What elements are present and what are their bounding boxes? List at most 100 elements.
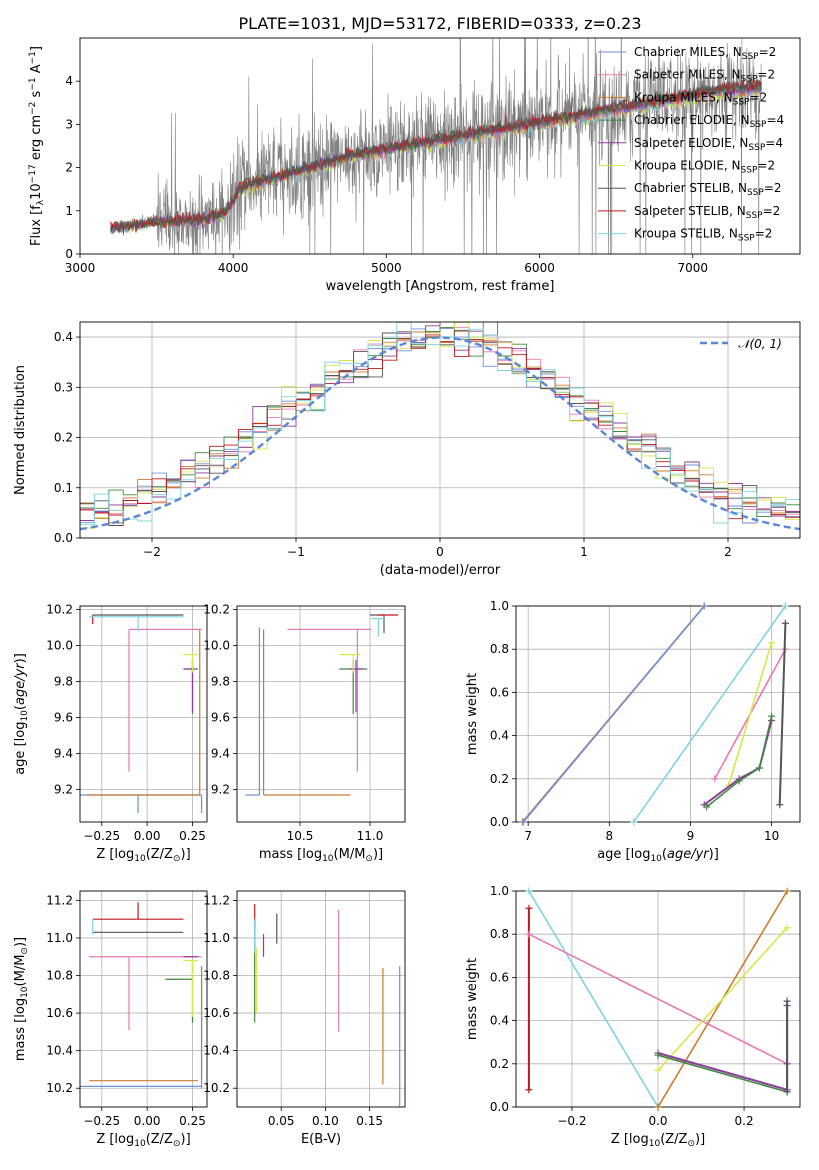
age_vs_Z-ytick-label: 10.2 [46, 603, 73, 617]
weight_vs_age-series-marker [700, 602, 708, 610]
spectrum-frame [79, 37, 801, 255]
weight_vs_age-series-line [522, 605, 705, 823]
weight_vs_Z-series-line [528, 890, 659, 1108]
mass_vs_Z-ylabel: mass [log10(M/M⊙)] [13, 937, 30, 1061]
mass_vs_ebv-ytick-label: 10.8 [203, 969, 230, 983]
spectrum-axes: 3000 4000 5000 6000 7000 0 1 2 3 4 wavelength [Ang… [28, 37, 801, 294]
spectrum-ylabel: Flux [fλ10−17 erg cm−2 s−1 A−1] [28, 46, 46, 246]
mass_vs_ebv-ytick-label: 10.6 [203, 1006, 230, 1020]
spectrum-xtick-label: 7000 [677, 261, 708, 275]
weight_vs_Z-series-marker [525, 887, 533, 895]
gaussian-line [80, 336, 800, 531]
residuals-axes: −2 −1 0 1 2 0.0 0.1 0.2 0.3 0.4 (data-model)/error… [13, 321, 801, 578]
weight_vs_Z-ytick-label: 0.2 [490, 1057, 509, 1071]
weight_vs_age-xtick-label: 7 [524, 829, 532, 843]
weight_vs_age-ylabel: mass weight [465, 673, 480, 755]
weight_vs_Z-ytick-label: 0.0 [490, 1100, 509, 1114]
weight_vs_age-series-line [706, 716, 773, 808]
weight_vs_age-xtick-label: 10 [764, 829, 779, 843]
age_vs_mass-xtick-label: 11.0 [357, 829, 384, 843]
weight_vs_age-series-marker [735, 777, 743, 785]
mass_vs_ebv-xtick-label: 0.05 [268, 1114, 295, 1128]
age_vs_Z-ylabel: age [log10(age/yr)] [13, 653, 30, 775]
gaussian-legend-label: 𝒩(0, 1) [738, 337, 782, 351]
mass_vs_ebv-ytick-label: 11.0 [203, 931, 230, 945]
legend-label: Chabrier STELIB, NSSP=2 [634, 181, 782, 198]
weight_vs_age-series-line [633, 605, 787, 823]
age_vs_Z-ytick-label: 9.4 [54, 747, 73, 761]
weight_vs_Z-series-marker [654, 1051, 662, 1059]
weight_vs_age-axes: 7 8 9 10 0.0 0.2 0.4 0.6 0.8 1.0 age [log10(age/yr… [465, 599, 801, 864]
age_vs_mass-xtick-label: 10.5 [287, 829, 314, 843]
spectrum-ytick-label: 4 [65, 74, 73, 88]
weight_vs_Z-series-line [657, 1054, 788, 1093]
age_vs_Z-ytick-label: 9.8 [54, 675, 73, 689]
residuals-xtick-label: −1 [287, 545, 305, 559]
residuals-xtick-label: −2 [143, 545, 161, 559]
weight_vs_age-series-marker [630, 818, 638, 826]
legend-label: Salpeter ELODIE, NSSP=4 [634, 136, 783, 153]
mass_vs_ebv-ytick-label: 11.2 [203, 893, 230, 907]
mass_vs_Z-ytick-label: 11.2 [46, 893, 73, 907]
age_vs_Z-ytick-label: 10.0 [46, 639, 73, 653]
age_vs_Z-axes: −0.25 0.00 0.25 9.2 9.4 9.6 9.8 10.0 10.2 Z [log1… [13, 603, 208, 864]
weight_vs_Z-xtick-label: −0.2 [557, 1114, 586, 1128]
mass_vs_Z-ytick-label: 10.6 [46, 1006, 73, 1020]
residuals-ytick-label: 0.3 [54, 380, 73, 394]
spectrum-xtick-label: 3000 [65, 261, 96, 275]
weight_vs_age-ytick-label: 1.0 [490, 599, 509, 613]
histogram-line [80, 322, 800, 526]
weight_vs_age-frame [515, 605, 801, 823]
age_vs_Z-frame [79, 605, 208, 823]
spectrum-ytick-label: 2 [65, 161, 73, 175]
weight_vs_Z-xlabel: Z [log10(Z/Z⊙)] [611, 1132, 705, 1149]
mass_vs_ebv-frame [236, 890, 406, 1108]
weight_vs_Z-ytick-label: 0.8 [490, 927, 509, 941]
weight_vs_age-xtick-label: 8 [605, 829, 613, 843]
age_vs_Z-xlabel: Z [log10(Z/Z⊙)] [96, 847, 190, 864]
legend-label: Kroupa ELODIE, NSSP=2 [634, 159, 775, 176]
spectrum-ytick-label: 1 [65, 204, 73, 218]
weight_vs_Z-series-marker [525, 1086, 533, 1094]
mass_vs_ebv-axes: 0.05 0.10 0.15 10.2 10.4 10.6 10.8 11.0 11.2 E(B-… [203, 890, 406, 1147]
spectrum-xlabel: wavelength [Angstrom, rest frame] [326, 279, 555, 294]
residuals-ytick-label: 0.4 [54, 330, 73, 344]
weight_vs_age-ytick-label: 0.0 [490, 815, 509, 829]
residuals-xtick-label: 1 [580, 545, 588, 559]
legend-label: Salpeter STELIB, NSSP=2 [634, 204, 780, 221]
weight_vs_age-ytick-label: 0.2 [490, 772, 509, 786]
weight_vs_age-series-marker [703, 803, 711, 811]
weight_vs_Z-xtick-label: 0.2 [735, 1114, 754, 1128]
spectrum-plot [110, 38, 762, 254]
weight_vs_age-series-marker [519, 818, 527, 826]
legend-label: Chabrier MILES, NSSP=2 [634, 45, 776, 62]
residuals-ytick-label: 0.0 [54, 531, 73, 545]
weight_vs_age-ytick-label: 0.8 [490, 642, 509, 656]
age_vs_mass-ytick-label: 9.8 [211, 675, 230, 689]
weight_vs_Z-series-marker [654, 1103, 662, 1111]
spectrum-model-line [110, 78, 762, 234]
weight_vs_Z-axes: −0.2 0.0 0.2 0.0 0.2 0.4 0.6 0.8 1.0 Z [log10(Z/Z… [465, 884, 801, 1149]
spectrum-xtick-label: 4000 [218, 261, 249, 275]
weight_vs_Z-series-marker [783, 997, 791, 1005]
weight_vs_age-ytick-label: 0.4 [490, 729, 509, 743]
mass_vs_Z-ytick-label: 10.8 [46, 969, 73, 983]
spectrum-ytick-label: 0 [65, 247, 73, 261]
legend-label: Salpeter MILES, NSSP=2 [634, 68, 775, 85]
age_vs_Z-ytick-label: 9.6 [54, 711, 73, 725]
legend-label: Kroupa STELIB, NSSP=2 [634, 227, 772, 244]
weight_vs_Z-series-marker [783, 1088, 791, 1096]
weight_vs_Z-series-marker [654, 1066, 662, 1074]
residuals-ytick-label: 0.2 [54, 431, 73, 445]
mass_vs_Z-xtick-label: −0.25 [83, 1114, 120, 1128]
weight_vs_age-series-marker [768, 712, 776, 720]
weight_vs_Z-series-marker [525, 930, 533, 938]
weight_vs_age-series-marker [781, 602, 789, 610]
residuals-ylabel: Normed distribution [13, 365, 28, 495]
residuals-xlabel: (data-model)/error [380, 563, 501, 578]
age_vs_mass-ytick-label: 9.6 [211, 711, 230, 725]
mass_vs_Z-xtick-label: 0.25 [179, 1114, 206, 1128]
spectrum-xtick-label: 5000 [371, 261, 402, 275]
mass_vs_Z-ytick-label: 10.2 [46, 1081, 73, 1095]
